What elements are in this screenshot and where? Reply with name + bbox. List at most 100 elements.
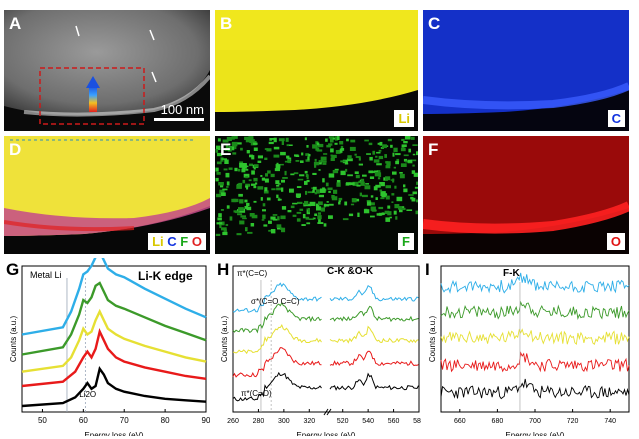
speckle: [345, 182, 351, 186]
arrow-marker: [149, 29, 155, 41]
speckle: [401, 144, 407, 147]
speckle: [339, 141, 344, 145]
speckle: [299, 208, 304, 211]
speckle: [312, 189, 315, 193]
speckle: [245, 165, 249, 168]
speckle: [224, 148, 231, 151]
speckle: [312, 144, 318, 149]
speckle: [249, 154, 253, 158]
speckle: [270, 216, 276, 220]
speckle: [216, 172, 221, 175]
speckle: [261, 219, 265, 221]
speckle: [330, 157, 335, 161]
speckle: [335, 136, 338, 141]
speckle: [325, 182, 329, 187]
speckle: [273, 137, 277, 143]
speckle: [333, 189, 338, 194]
speckle: [295, 155, 300, 157]
speckle: [320, 156, 327, 161]
x-tick-label: 720: [567, 418, 579, 425]
speckle: [380, 191, 383, 195]
x-tick-label: 260: [227, 418, 239, 425]
speckle: [268, 141, 274, 145]
speckle: [355, 156, 361, 158]
speckle: [385, 195, 390, 200]
speckle: [276, 187, 281, 191]
speckle: [216, 193, 222, 198]
speckle: [318, 219, 321, 224]
x-axis-label: Energy loss (eV): [84, 431, 143, 436]
speckle: [338, 200, 341, 203]
series-line: [440, 328, 630, 345]
speckle: [269, 138, 272, 141]
speckle: [381, 212, 385, 215]
speckle: [251, 170, 255, 175]
speckle: [382, 144, 387, 149]
speckle: [377, 177, 381, 180]
speckle: [245, 176, 248, 179]
speckle: [261, 177, 265, 181]
speckle: [338, 202, 341, 205]
speckle: [345, 168, 348, 172]
speckle: [327, 187, 333, 191]
speckle: [378, 155, 384, 160]
panel-e-fluorine-map: E F: [215, 136, 418, 254]
speckle: [311, 187, 314, 189]
speckle: [387, 138, 392, 142]
speckle: [284, 160, 288, 163]
overlay-o: O: [191, 234, 202, 249]
plot-frame: [21, 265, 207, 413]
speckle: [251, 155, 255, 160]
chart-title: F-K: [503, 268, 520, 279]
speckle: [249, 163, 253, 167]
speckle: [352, 181, 359, 186]
speckle: [318, 169, 321, 171]
panel-d-overlay-map: D Li C F O: [4, 136, 210, 254]
speckle: [359, 192, 362, 197]
speckle: [263, 224, 268, 227]
speckle: [280, 163, 284, 166]
speckle: [400, 163, 407, 167]
speckle: [408, 194, 414, 196]
speckle: [264, 187, 268, 192]
speckle: [296, 196, 301, 198]
speckle: [370, 206, 376, 211]
series-line: [329, 305, 419, 323]
speckle: [374, 172, 381, 177]
speckle: [234, 167, 238, 172]
speckle: [226, 205, 230, 209]
speckle: [326, 201, 329, 203]
speckle: [304, 200, 309, 205]
speckle: [312, 172, 317, 175]
speckle: [332, 137, 335, 140]
speckle: [276, 224, 282, 228]
speckle: [251, 214, 258, 219]
speckle: [287, 210, 292, 213]
speckle: [231, 136, 235, 140]
speckle: [257, 155, 263, 159]
series-line: [21, 308, 207, 373]
speckle: [276, 194, 279, 199]
speckle: [222, 188, 228, 191]
speckle: [416, 199, 418, 203]
speckle: [253, 177, 258, 182]
speckle: [403, 188, 408, 193]
speckle: [301, 152, 304, 156]
x-tick-label: 80: [161, 416, 170, 425]
speckle: [410, 159, 417, 162]
speckle: [218, 182, 224, 186]
x-tick-label: 520: [337, 418, 349, 425]
speckle: [336, 180, 341, 184]
speckle: [308, 218, 314, 220]
speckle: [326, 144, 331, 148]
panel-label: C: [428, 14, 441, 33]
speckle: [344, 201, 348, 206]
x-tick-label: 70: [120, 416, 129, 425]
speckle: [270, 173, 275, 178]
x-axis-label: Energy loss (eV): [505, 431, 564, 436]
annotation-pi-co: π*(C=O): [241, 389, 272, 398]
speckle: [357, 212, 360, 217]
speckle: [323, 153, 328, 155]
series-line: [21, 281, 207, 356]
speckle: [268, 229, 271, 232]
